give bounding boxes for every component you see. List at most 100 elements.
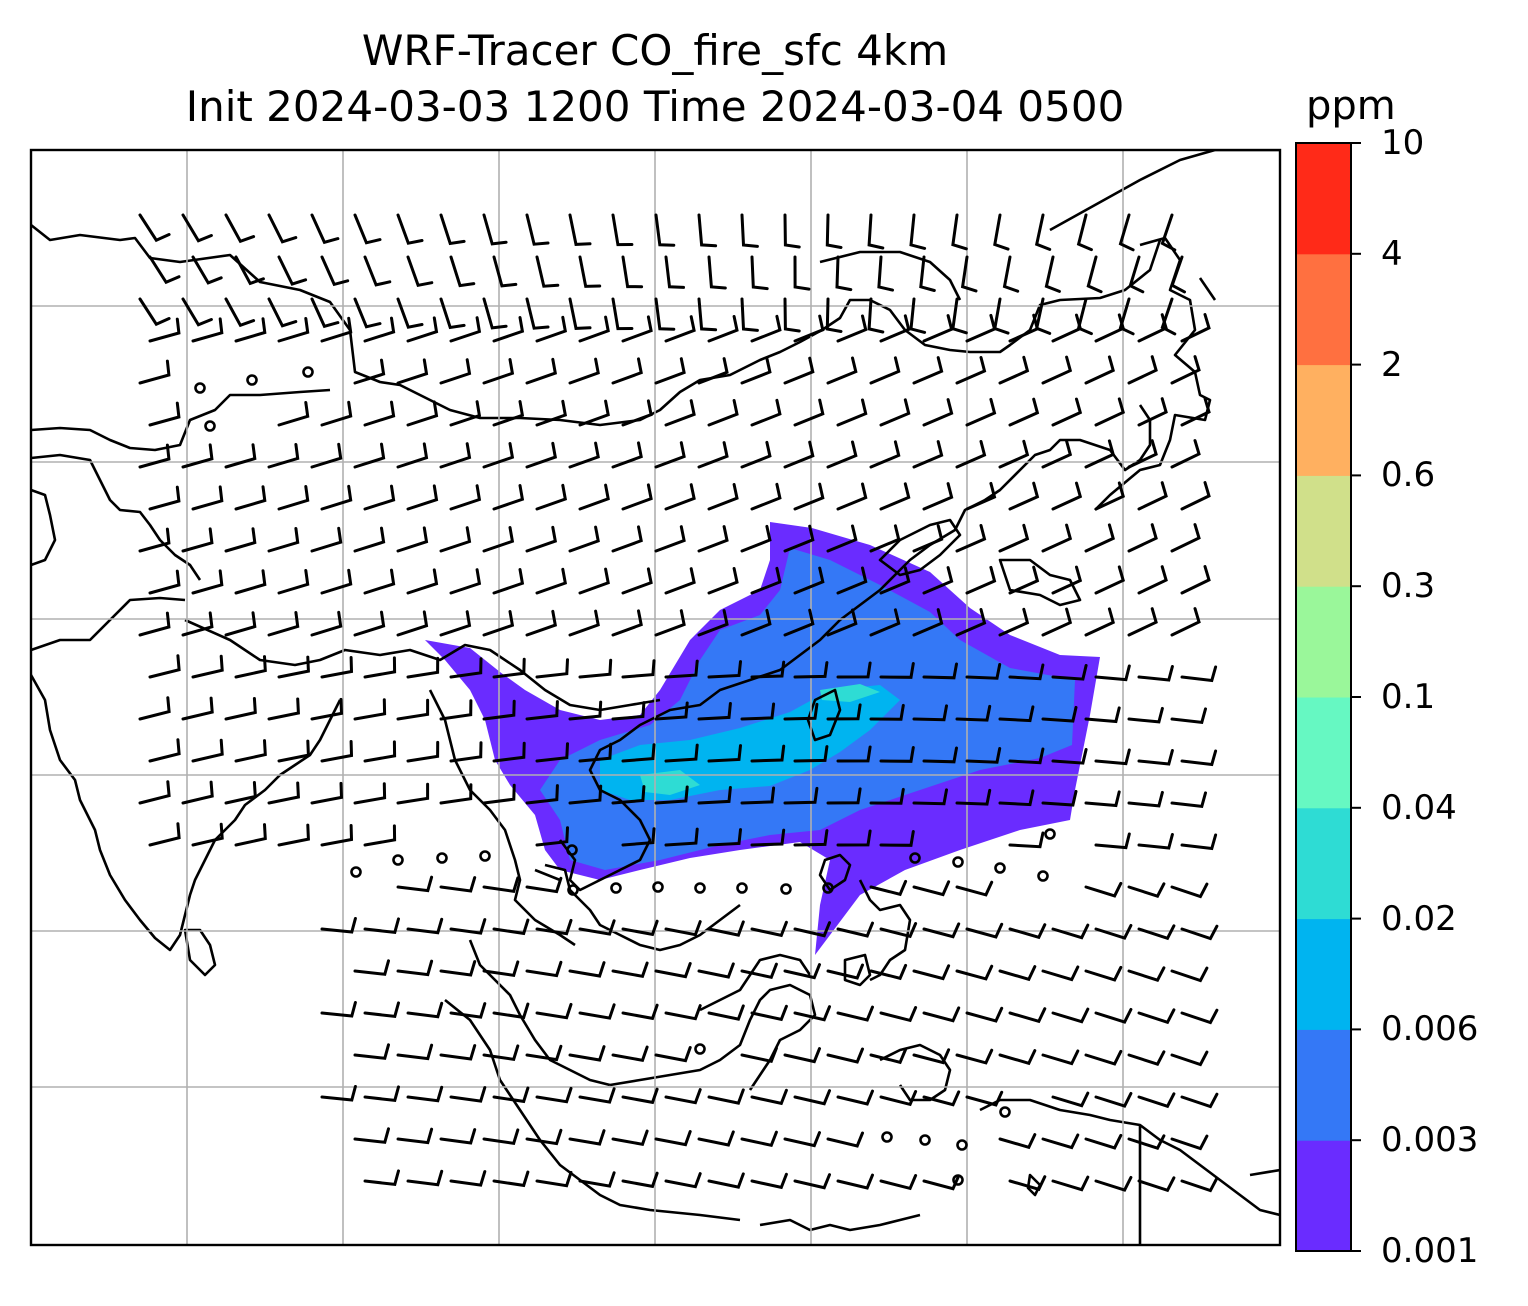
wind-barb [740, 702, 776, 721]
wind-barb [1180, 397, 1211, 427]
wind-barb [922, 314, 954, 343]
colorbar-unit-label: ppm [1306, 83, 1396, 129]
wind-barb [740, 297, 759, 332]
chart-title-line2: Init 2024-03-03 1200 Time 2024-03-04 050… [185, 82, 1125, 131]
wind-barb [191, 654, 224, 679]
wind-barb [482, 358, 515, 385]
wind-barb [191, 822, 224, 847]
wind-barb [654, 701, 689, 721]
wind-barb [998, 523, 1030, 553]
wind-barb [654, 785, 689, 805]
wind-barb [955, 608, 987, 637]
wind-barb [1160, 297, 1177, 336]
wind-barb [568, 297, 592, 330]
wind-barb [568, 609, 600, 637]
wind-barb [363, 484, 396, 511]
calm-wind-marker [736, 882, 748, 894]
wind-barb [1008, 831, 1045, 849]
wind-barb [449, 400, 482, 427]
wind-barb [664, 483, 696, 511]
wind-barb [707, 744, 742, 763]
wind-barb [825, 213, 843, 249]
wind-barb [909, 297, 927, 334]
wind-barb [869, 524, 901, 553]
wind-barb [912, 964, 951, 981]
wind-barb [138, 780, 171, 805]
wind-barb [697, 213, 718, 248]
wind-barb [1180, 565, 1211, 595]
wind-barb [793, 1005, 831, 1022]
wind-barb [1084, 965, 1123, 982]
wind-barb [793, 661, 829, 679]
calm-wind-marker [1037, 870, 1049, 882]
wind-barb [320, 255, 350, 287]
wind-barb [568, 441, 600, 469]
wind-barb [363, 824, 397, 847]
wind-barb [1008, 481, 1040, 511]
wind-barb [449, 316, 482, 343]
colorbar-band [1296, 364, 1351, 476]
wind-barb [621, 1171, 659, 1189]
calm-wind-marker [919, 1134, 931, 1146]
wind-barb [1084, 881, 1123, 898]
wind-barb [181, 611, 214, 637]
wind-barb [965, 397, 997, 427]
wind-barb [783, 297, 801, 333]
wind-barb [568, 1129, 606, 1146]
wind-barb [234, 255, 265, 286]
wind-barb [750, 314, 782, 343]
wind-barb [148, 255, 181, 285]
wind-barb [707, 255, 727, 290]
wind-barb [654, 297, 676, 331]
wind-barb [224, 213, 256, 244]
wind-barb [912, 788, 948, 806]
calm-wind-marker [780, 883, 792, 895]
calm-wind-marker [479, 850, 491, 862]
wind-barb [1041, 1049, 1080, 1066]
coastlines [31, 150, 1280, 1245]
wind-barb [138, 696, 171, 721]
wind-barb [353, 959, 390, 976]
wind-barb [148, 317, 181, 343]
wind-barb [578, 1171, 616, 1188]
wind-barb [1180, 749, 1218, 767]
wind-barb [277, 655, 310, 679]
wind-barb [621, 255, 644, 289]
wind-barb [879, 922, 918, 939]
wind-barb [611, 961, 649, 979]
wind-barb [525, 784, 559, 805]
wind-barb [750, 566, 782, 595]
wind-barb [965, 313, 997, 343]
wind-barb [793, 921, 831, 938]
calm-wind-marker [194, 382, 206, 394]
wind-barb [363, 740, 397, 763]
colorbar-band [1296, 1140, 1351, 1252]
wind-barb [740, 786, 776, 805]
wind-barb [998, 607, 1030, 637]
wind-barb [148, 822, 181, 847]
wind-barb [535, 1002, 573, 1020]
wind-barb [1051, 748, 1088, 765]
wind-barb [406, 740, 440, 763]
wind-barb [535, 1086, 573, 1104]
calm-wind-marker [994, 862, 1006, 874]
wind-barb [869, 703, 905, 721]
wind-barb [267, 213, 298, 244]
wind-barb [449, 568, 482, 595]
wind-barb [1094, 397, 1125, 427]
wind-barb [1137, 481, 1168, 511]
wind-barb [783, 702, 819, 721]
wind-barb [793, 1089, 831, 1106]
wind-barb [267, 443, 300, 469]
wind-barb [826, 1047, 864, 1064]
wind-barb [836, 566, 868, 595]
wind-barb [826, 1131, 864, 1148]
wind-barb [1127, 966, 1166, 983]
calm-wind-marker [952, 1174, 964, 1186]
wind-barb [836, 921, 874, 938]
wind-barb [1051, 1175, 1090, 1192]
colorbar-tick-label: 10 [1381, 123, 1425, 163]
wind-barb [909, 213, 927, 250]
wind-barb [277, 401, 310, 427]
wind-barb [750, 660, 786, 679]
